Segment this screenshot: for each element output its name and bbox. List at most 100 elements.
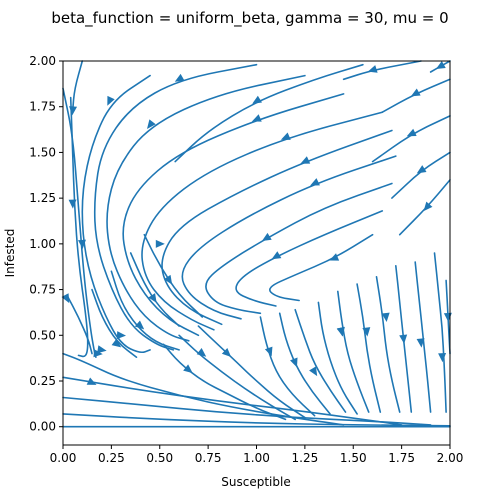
- streamline: [414, 261, 432, 413]
- y-tick-label: 0.75: [29, 283, 56, 297]
- stream-arrow: [196, 347, 207, 357]
- stream-arrow: [183, 364, 193, 374]
- x-axis-ticks: 0.00 0.25 0.50 0.75 1.00 1.25 1.50 1.75 2.00: [50, 445, 464, 465]
- stream-arrow: [443, 312, 452, 322]
- streamline: [197, 325, 306, 419]
- streamline: [122, 93, 345, 337]
- stream-arrow: [134, 320, 145, 330]
- streamline: [66, 294, 93, 355]
- stream-arrow: [309, 366, 318, 377]
- y-tick-label: 1.75: [29, 100, 56, 114]
- x-tick-label: 2.00: [437, 451, 464, 465]
- stream-arrow: [329, 253, 340, 261]
- streamline: [161, 129, 393, 326]
- x-axis-label: Susceptible: [221, 475, 290, 489]
- streamline: [62, 376, 403, 426]
- stream-arrow: [416, 165, 427, 174]
- stream-arrow: [97, 345, 107, 354]
- stream-arrow: [68, 199, 77, 209]
- stream-arrow: [261, 232, 272, 242]
- stream-arrow: [362, 327, 371, 337]
- stream-arrow: [69, 106, 78, 116]
- streamline: [235, 210, 384, 307]
- stream-arrow: [423, 201, 433, 212]
- stream-arrow: [107, 95, 115, 106]
- streamline: [174, 63, 364, 163]
- streamline: [181, 155, 397, 320]
- streamline: [69, 96, 89, 358]
- streamline: [269, 233, 374, 302]
- streamline: [129, 252, 180, 327]
- x-tick-label: 1.50: [340, 451, 367, 465]
- stream-arrow: [336, 326, 345, 337]
- y-tick-label: 1.00: [29, 237, 56, 251]
- stream-arrow: [116, 331, 126, 340]
- stream-arrow: [174, 73, 185, 82]
- streamline: [62, 87, 97, 358]
- streamline: [433, 252, 447, 413]
- y-tick-label: 1.50: [29, 145, 56, 159]
- stream-arrow: [290, 357, 298, 368]
- streamline: [317, 301, 358, 415]
- stream-arrow: [300, 156, 311, 164]
- stream-arrow: [416, 338, 425, 348]
- stream-arrow: [148, 293, 157, 303]
- streamline: [375, 276, 401, 413]
- streamline: [162, 343, 287, 421]
- y-tick-label: 0.25: [29, 374, 56, 388]
- stream-arrow: [271, 251, 282, 260]
- x-tick-label: 1.25: [292, 451, 319, 465]
- stream-arrow: [264, 346, 273, 357]
- x-tick-label: 0.00: [50, 451, 77, 465]
- stream-arrow: [155, 239, 165, 248]
- streamline: [106, 74, 306, 342]
- streamline: [62, 352, 345, 426]
- stream-arrow: [93, 349, 103, 358]
- x-tick-label: 0.75: [195, 451, 222, 465]
- x-tick-label: 1.75: [388, 451, 415, 465]
- stream-arrow: [310, 178, 320, 186]
- stream-arrow: [111, 338, 122, 348]
- streamline: [141, 111, 384, 331]
- stream-arrow: [280, 132, 291, 140]
- stream-arrow: [406, 128, 417, 137]
- stream-arrow: [438, 352, 447, 363]
- streamline: [91, 288, 138, 358]
- streamline: [71, 60, 84, 112]
- streamline: [371, 115, 451, 163]
- stream-arrow: [147, 119, 156, 129]
- y-tick-label: 0.50: [29, 328, 56, 342]
- streamline: [259, 316, 316, 417]
- chart-title: beta_function = uniform_beta, gamma = 30…: [51, 9, 448, 28]
- y-axis-label: Infested: [3, 229, 17, 278]
- stream-arrow: [163, 274, 173, 285]
- streamline: [294, 308, 347, 413]
- streamline: [93, 63, 258, 351]
- streamline: [337, 290, 370, 413]
- x-tick-label: 0.50: [146, 451, 173, 465]
- stream-arrow: [410, 88, 421, 97]
- y-tick-label: 0.00: [29, 420, 56, 434]
- streamline: [62, 413, 451, 427]
- y-tick-label: 2.00: [29, 54, 56, 68]
- streamlines-group: [62, 60, 451, 428]
- streamline: [81, 74, 151, 354]
- stream-arrow: [86, 377, 97, 385]
- streamline: [205, 182, 393, 315]
- stream-arrow: [367, 65, 378, 73]
- x-tick-label: 0.25: [98, 451, 125, 465]
- stream-arrow: [61, 293, 70, 304]
- streamline: [356, 283, 382, 413]
- y-axis-ticks: 0.00 0.25 0.50 0.75 1.00 1.25 1.50 1.75 2.00: [29, 54, 63, 434]
- stream-arrow: [399, 334, 408, 344]
- stream-arrow: [435, 61, 446, 69]
- x-tick-label: 1.00: [243, 451, 270, 465]
- stream-arrow: [77, 239, 86, 249]
- stream-arrow: [251, 114, 262, 122]
- stream-arrow: [221, 347, 232, 358]
- streamline: [62, 396, 432, 426]
- y-tick-label: 1.25: [29, 191, 56, 205]
- streamline: [342, 60, 422, 81]
